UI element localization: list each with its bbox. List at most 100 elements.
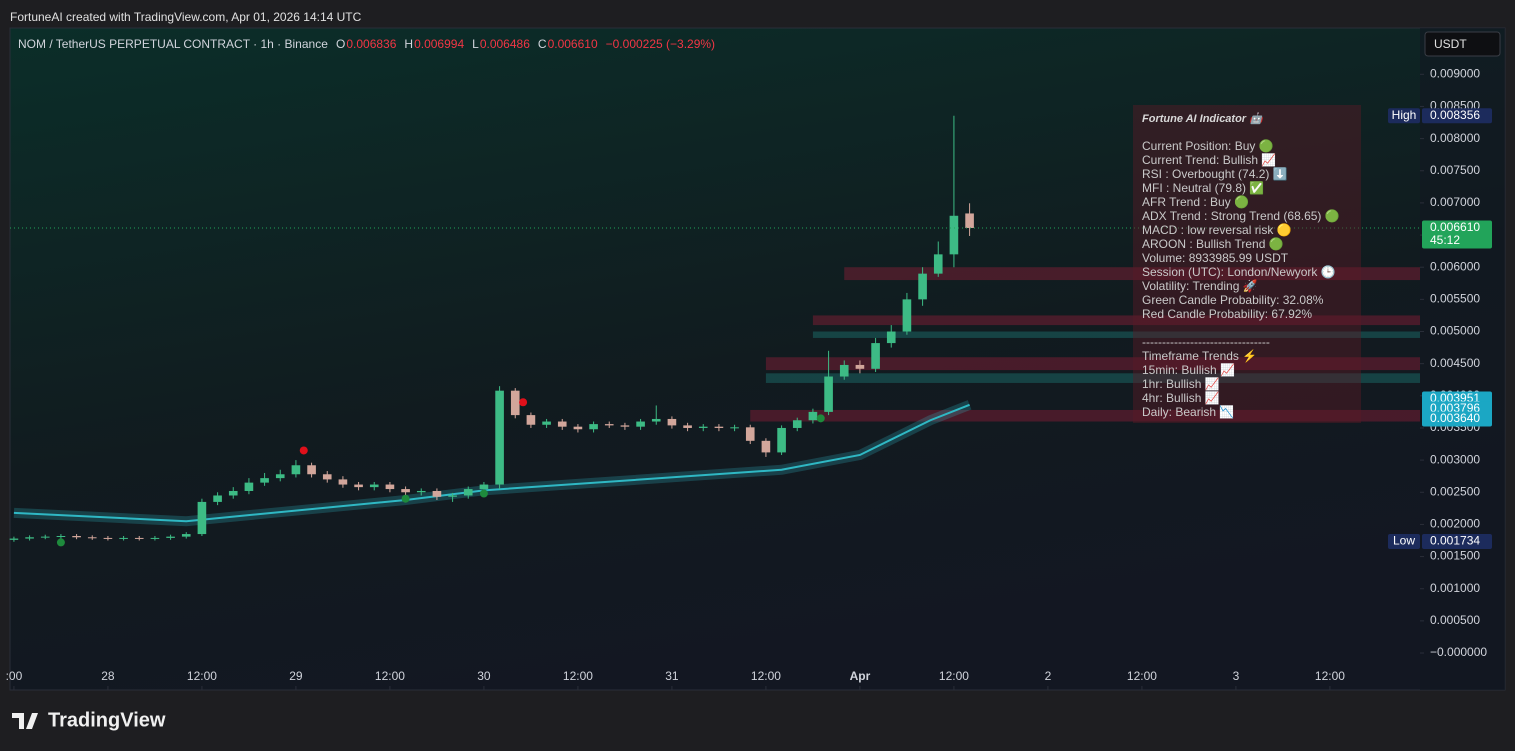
price-tag-note: Low — [1393, 534, 1415, 548]
x-tick-label: 12:00 — [751, 669, 781, 683]
panel-line: Red Candle Probability: 67.92% — [1142, 307, 1312, 321]
candle-body — [604, 424, 614, 426]
y-tick-label: 0.008000 — [1430, 131, 1480, 145]
candle-body — [651, 418, 661, 422]
panel-line: Current Trend: Bullish 📈 — [1142, 153, 1276, 167]
signal — [56, 538, 65, 547]
panel-background — [1133, 105, 1361, 423]
candle-body — [432, 490, 442, 497]
candle-body — [338, 479, 348, 485]
panel-timeframe: 1hr: Bullish 📈 — [1142, 377, 1220, 391]
candle-body — [792, 420, 802, 428]
candle-body — [150, 537, 160, 539]
panel-line: Current Position: Buy 🟢 — [1142, 139, 1274, 153]
price-axis — [1420, 28, 1505, 690]
ohlc-key: O — [336, 37, 345, 51]
x-tick-label: 2 — [1045, 669, 1052, 683]
change: −0.000225 (−3.29%) — [606, 37, 715, 51]
y-tick-label: −0.000000 — [1430, 645, 1487, 659]
y-tick-label: 0.001000 — [1430, 581, 1480, 595]
candle-body — [918, 273, 927, 300]
candle-body — [510, 390, 520, 416]
candle-body — [228, 490, 238, 496]
candle-body — [25, 537, 34, 539]
candle-body — [56, 535, 66, 537]
y-tick-label: 0.002500 — [1430, 484, 1480, 498]
ohlc-key: H — [404, 37, 413, 51]
signal — [519, 398, 528, 407]
candle-body — [213, 495, 222, 502]
candle-body — [745, 427, 755, 441]
candle-body — [181, 534, 191, 537]
x-tick-label: Apr — [850, 669, 871, 683]
panel-line: Green Candle Probability: 32.08% — [1142, 293, 1324, 307]
y-tick-label: 0.007500 — [1430, 163, 1480, 177]
candle-body — [369, 484, 379, 488]
candle-body — [134, 537, 144, 539]
panel-line: AROON : Bullish Trend 🟢 — [1142, 237, 1284, 251]
panel-line: RSI : Overbought (74.2) ⬇️ — [1142, 167, 1288, 181]
price-tag-label: 0.003640 — [1430, 411, 1480, 425]
candle-body — [714, 426, 724, 428]
panel-timeframe: Timeframe Trends ⚡ — [1142, 349, 1257, 363]
candle-body — [463, 489, 473, 496]
y-tick-label: 0.000500 — [1430, 613, 1480, 627]
credit: FortuneAI created with TradingView.com, … — [10, 10, 362, 24]
y-tick-label: 0.005000 — [1430, 324, 1480, 338]
ohlc-value: 0.006836 — [346, 37, 396, 51]
price-tag-note: 45:12 — [1430, 233, 1460, 247]
candle-body — [871, 343, 880, 369]
candle-body — [620, 425, 630, 427]
zone — [765, 357, 1420, 371]
y-tick-label: 0.005500 — [1430, 292, 1480, 306]
candle-body — [636, 421, 645, 427]
signal — [816, 414, 825, 423]
candle-body — [526, 415, 536, 425]
price-tag-label: 0.006610 — [1430, 220, 1480, 234]
candle-body — [197, 501, 207, 535]
y-tick-label: 0.006000 — [1430, 259, 1480, 273]
x-tick-label: 12:00 — [1315, 669, 1345, 683]
candle-body — [589, 424, 598, 430]
price-tag — [1422, 220, 1492, 249]
ohlc-key: L — [472, 37, 479, 51]
candle-body — [416, 490, 426, 493]
y-tick-label: 0.002000 — [1430, 517, 1480, 531]
candle-body — [965, 213, 974, 228]
price-tag — [1422, 411, 1492, 427]
candle-body — [777, 427, 786, 453]
candle-body — [902, 299, 912, 332]
ribbon — [13, 403, 970, 523]
y-tick-label: 0.003000 — [1430, 452, 1480, 466]
x-tick-label: 29 — [289, 669, 303, 683]
x-tick-label: 31 — [665, 669, 679, 683]
ohlc-value: 0.006486 — [480, 37, 530, 51]
currency[interactable]: USDT — [1434, 37, 1467, 51]
zone — [812, 331, 1420, 338]
panel-title: Fortune AI Indicator 🤖 — [1142, 112, 1265, 125]
signal — [479, 489, 488, 498]
candle-body — [322, 474, 332, 480]
panel-line: AFR Trend : Buy 🟢 — [1142, 195, 1249, 209]
y-tick-label: 0.007000 — [1430, 195, 1480, 209]
y-tick-label: 0.004500 — [1430, 356, 1480, 370]
candle-body — [9, 538, 19, 540]
candle-body — [839, 364, 849, 377]
currency-button[interactable] — [1424, 31, 1501, 57]
price-tag-side — [1388, 108, 1420, 124]
x-tick-label: 3 — [1233, 669, 1240, 683]
zone — [812, 315, 1420, 326]
candle-body — [72, 535, 81, 538]
candle-body — [275, 474, 285, 479]
price-tag-label: 0.008356 — [1430, 108, 1480, 122]
candle-body — [542, 421, 551, 425]
x-tick-label: :00 — [6, 669, 23, 683]
price-tag — [1422, 108, 1492, 124]
panel-line: ADX Trend : Strong Trend (68.65) 🟢 — [1142, 209, 1340, 223]
candle-body — [557, 421, 567, 427]
ohlc-value: 0.006610 — [548, 37, 598, 51]
candle-body — [479, 484, 489, 490]
candle-body — [291, 465, 301, 475]
candle-body — [933, 254, 943, 274]
